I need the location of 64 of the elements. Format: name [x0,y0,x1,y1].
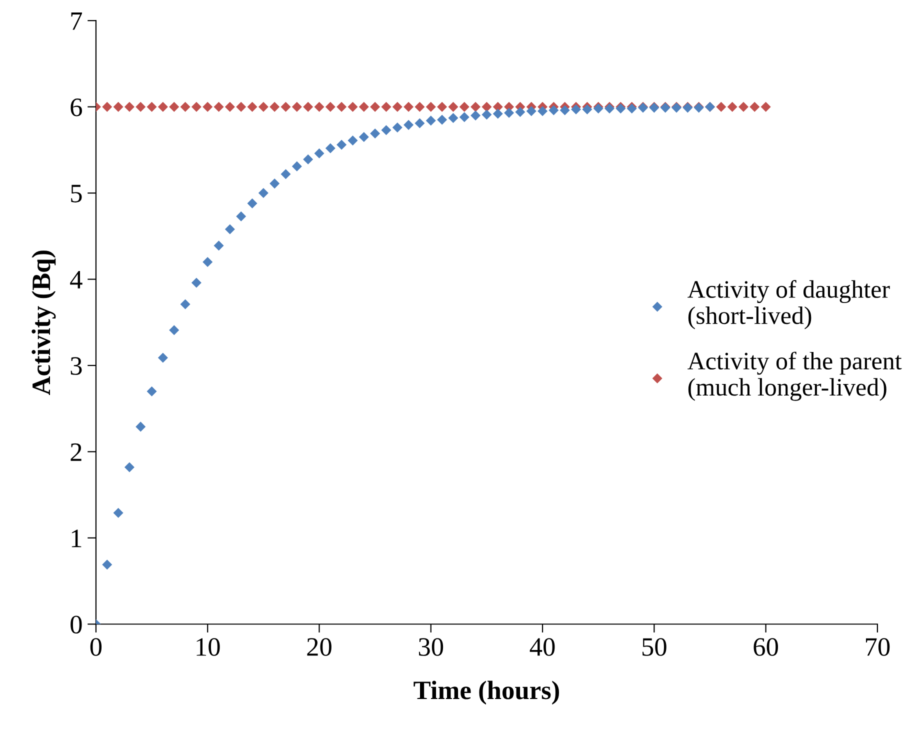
y-axis-title: Activity (Bq) [32,250,56,396]
x-tick-label: 50 [642,638,666,656]
point [136,422,146,432]
x-tick-label: 10 [196,638,220,656]
y-tick-label: 2 [70,443,82,461]
point [582,104,592,114]
point [180,299,190,310]
point [292,161,302,172]
point [470,110,481,120]
x-axis-title: Time (hours) [414,680,559,705]
legend-label: Activity of the parent (much longer-lived) [688,352,902,401]
point [247,198,258,208]
point [146,386,157,396]
point [258,188,268,198]
point [124,462,134,472]
point [280,169,291,180]
point [504,108,514,118]
x-tick-label: 20 [307,638,332,656]
point [325,143,336,154]
point [437,114,448,125]
point [270,178,280,189]
point [459,112,470,122]
point [158,352,168,363]
point [414,118,425,128]
point [392,122,402,133]
point [169,325,180,336]
point [202,257,213,268]
point [224,224,235,234]
point [113,508,124,518]
x-tick-label: 0 [90,638,102,656]
point [214,240,224,251]
point [336,140,347,150]
y-tick-label: 7 [71,12,82,30]
point [526,106,536,116]
y-tick-label: 1 [72,530,82,548]
point [492,108,503,119]
y-tick-label: 4 [70,271,82,288]
x-tick-label: 60 [754,638,778,656]
point [348,135,358,146]
x-tick-label: 40 [530,638,555,656]
point [571,104,582,114]
point [358,132,369,142]
point [191,278,202,288]
y-tick-label: 5 [71,184,82,202]
point [538,106,548,116]
point [482,110,492,120]
point [515,106,526,118]
point [370,128,380,139]
point [560,105,570,116]
y-tick-label: 6 [70,98,82,116]
x-tick-label: 70 [866,638,890,656]
point [303,154,314,164]
point [448,113,458,124]
point [314,148,324,158]
point [236,211,246,222]
point [102,560,112,570]
point [548,105,559,116]
point [426,116,436,126]
x-tick-label: 30 [418,638,444,656]
y-tick-label: 0 [70,616,82,634]
point [381,125,392,136]
y-tick-label: 3 [70,357,82,375]
legend-label: Activity of daughter (short-lived) [688,280,890,330]
point [404,120,414,130]
